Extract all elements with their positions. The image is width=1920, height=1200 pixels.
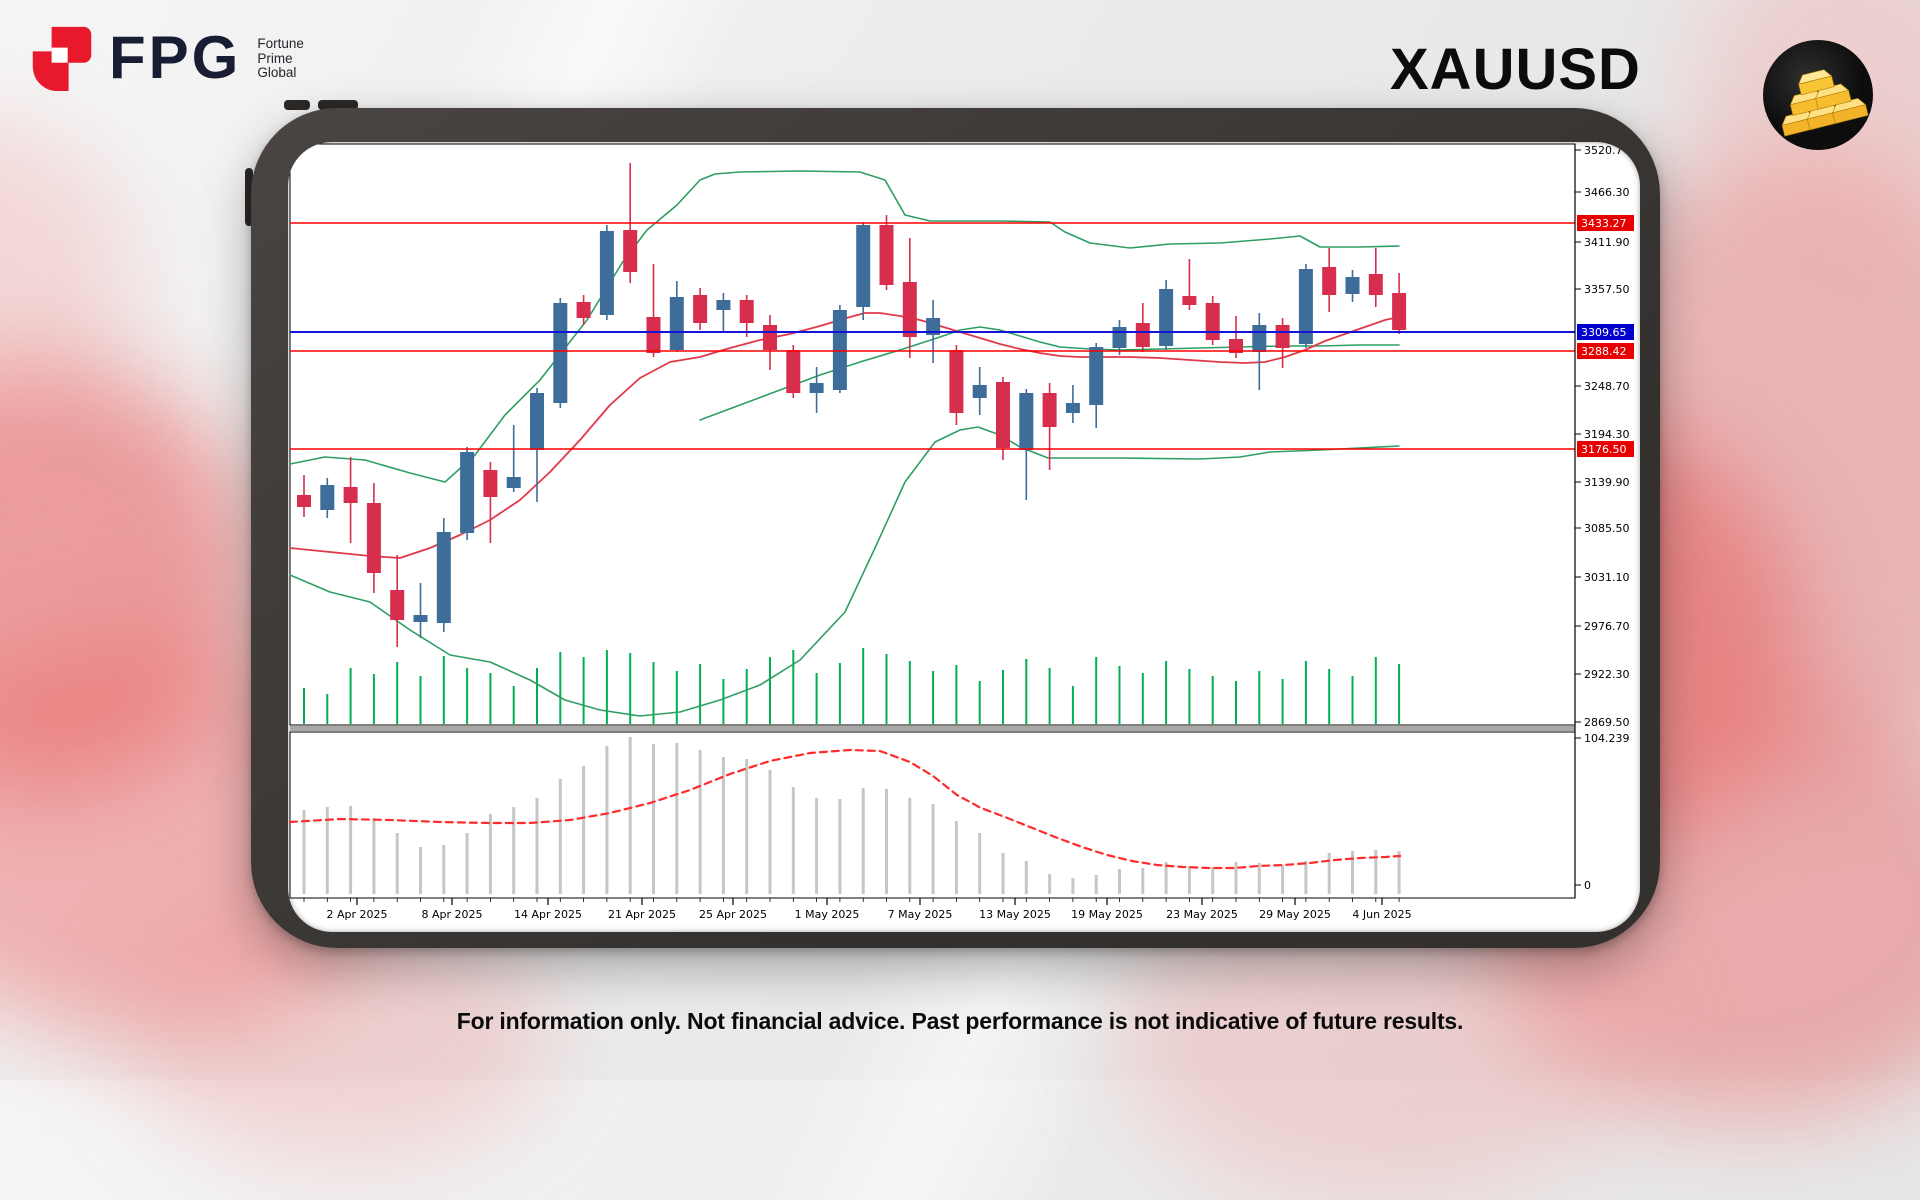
svg-text:3139.90: 3139.90	[1584, 476, 1630, 489]
svg-text:21 Apr 2025: 21 Apr 2025	[608, 908, 676, 921]
svg-text:4 Jun 2025: 4 Jun 2025	[1352, 908, 1411, 921]
svg-text:3411.90: 3411.90	[1584, 236, 1630, 249]
svg-text:3248.70: 3248.70	[1584, 380, 1630, 393]
price-chart: 3520.7 3466.30 3411.90 3357.50 3248.70 3194.3…	[288, 143, 1634, 921]
svg-text:3466.30: 3466.30	[1584, 186, 1630, 199]
svg-text:3085.50: 3085.50	[1584, 522, 1630, 535]
svg-text:3309.65: 3309.65	[1581, 326, 1627, 339]
svg-text:1 May 2025: 1 May 2025	[795, 908, 860, 921]
tablet-power-button	[318, 100, 358, 110]
tablet-side-button	[245, 168, 253, 226]
lower-indicator-panel	[288, 737, 1402, 894]
axes-labels: 3520.7 3466.30 3411.90 3357.50 3248.70 3194.3…	[303, 144, 1634, 921]
svg-text:7 May 2025: 7 May 2025	[888, 908, 953, 921]
svg-text:3176.50: 3176.50	[1581, 443, 1627, 456]
svg-text:25 Apr 2025: 25 Apr 2025	[699, 908, 767, 921]
svg-text:23 May 2025: 23 May 2025	[1166, 908, 1238, 921]
svg-text:19 May 2025: 19 May 2025	[1071, 908, 1143, 921]
svg-text:14 Apr 2025: 14 Apr 2025	[514, 908, 582, 921]
brand-name: FPG	[109, 24, 242, 91]
brand-logo: FPG Fortune Prime Global	[29, 25, 304, 91]
volume-bars	[303, 648, 1401, 724]
svg-text:2976.70: 2976.70	[1584, 620, 1630, 633]
svg-text:3031.10: 3031.10	[1584, 571, 1630, 584]
svg-text:0: 0	[1584, 879, 1591, 892]
svg-text:29 May 2025: 29 May 2025	[1259, 908, 1331, 921]
disclaimer-text: For information only. Not financial advi…	[456, 1008, 1464, 1034]
svg-text:104.239: 104.239	[1584, 732, 1630, 745]
page-title-symbol: XAUUSD	[1390, 37, 1641, 102]
fpg-logo-icon	[32, 26, 92, 91]
candlestick-series	[297, 163, 1407, 647]
svg-text:3520.7: 3520.7	[1584, 144, 1623, 157]
svg-text:8 Apr 2025: 8 Apr 2025	[421, 908, 482, 921]
gold-bars-icon	[1763, 40, 1873, 150]
brand-sub-line: Prime	[257, 50, 293, 66]
horizontal-levels	[290, 222, 1575, 450]
tablet-volume-button	[284, 100, 310, 110]
tablet-device: 3520.7 3466.30 3411.90 3357.50 3248.70 3194.3…	[251, 108, 1660, 948]
svg-text:3357.50: 3357.50	[1584, 283, 1630, 296]
svg-text:2922.30: 2922.30	[1584, 668, 1630, 681]
svg-text:3433.27: 3433.27	[1581, 217, 1627, 230]
brand-sub-line: Fortune	[257, 36, 304, 51]
svg-text:2869.50: 2869.50	[1584, 716, 1630, 729]
svg-text:3194.30: 3194.30	[1584, 428, 1630, 441]
red-smoke-decoration	[0, 360, 260, 790]
brand-subtitle: Fortune Prime Global	[257, 36, 304, 81]
tablet-screen: 3520.7 3466.30 3411.90 3357.50 3248.70 3194.3…	[288, 142, 1640, 932]
svg-text:13 May 2025: 13 May 2025	[979, 908, 1051, 921]
svg-text:3288.42: 3288.42	[1581, 345, 1627, 358]
svg-text:2 Apr 2025: 2 Apr 2025	[326, 908, 387, 921]
brand-sub-line: Global	[257, 65, 297, 80]
red-smoke-decoration	[0, 120, 130, 440]
